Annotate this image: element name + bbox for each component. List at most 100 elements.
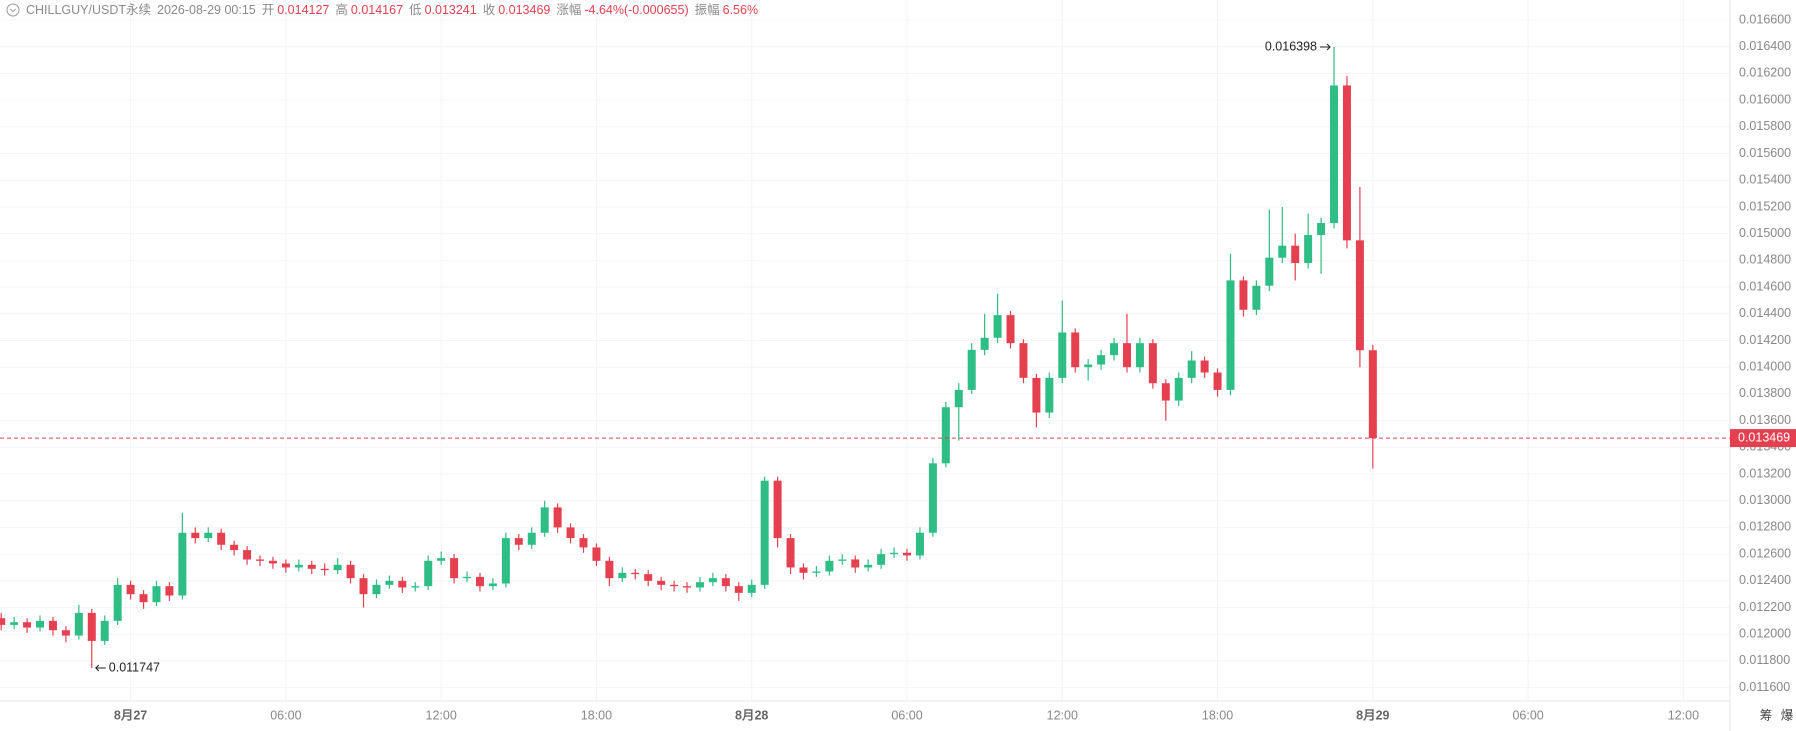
candle-body [178, 532, 187, 596]
labels: 0.011600 0.011800 0.012000 0.012200 0.012400… [95, 12, 1796, 722]
candle-body [838, 559, 847, 561]
x-tick-label: 18:00 [1202, 708, 1233, 722]
y-tick-label: 0.014600 [1739, 279, 1791, 293]
y-tick-label: 0.013200 [1739, 466, 1791, 480]
candle-body [23, 622, 32, 628]
info-value: -4.64%(-0.000655) [584, 3, 689, 17]
x-tick-label: 8月27 [114, 708, 147, 722]
y-tick-label: 0.012400 [1739, 573, 1791, 587]
candle-body [1097, 355, 1106, 365]
candle-body [1174, 377, 1183, 401]
info-label: 高 [335, 3, 348, 17]
info-field: 收 0.013469 [483, 1, 551, 19]
candle-body [993, 315, 1002, 338]
info-field: 高 0.014167 [335, 1, 403, 19]
info-label: 收 [482, 3, 496, 17]
candle-body [359, 578, 368, 595]
candle-body [890, 552, 899, 555]
candle-body [1019, 343, 1028, 378]
info-field: 低 0.013241 [409, 1, 477, 19]
candle-body [113, 584, 122, 621]
candle-body [139, 594, 148, 603]
candle-body [592, 547, 601, 561]
x-tick-label: 06:00 [1512, 708, 1543, 722]
candle-body [346, 564, 355, 579]
candle-body [1355, 240, 1364, 351]
candle-body [695, 582, 704, 588]
candle-body [61, 630, 70, 636]
candle-body [1278, 245, 1287, 258]
candle-body [256, 559, 264, 561]
candle-body [812, 571, 821, 573]
candle-body [437, 558, 446, 561]
candle-body [217, 532, 226, 545]
candle-body [1135, 343, 1144, 368]
candle-body [1110, 343, 1119, 356]
x-tick-label: 12:00 [426, 708, 457, 722]
max-marker: 0.016398 [1265, 39, 1317, 53]
candle-body [540, 507, 549, 533]
candle-body [1342, 85, 1351, 241]
candle-body [1226, 280, 1235, 390]
x-tick-label: 12:00 [1047, 708, 1078, 722]
candle-body [954, 389, 963, 408]
max-arrow [1320, 43, 1331, 51]
y-tick-label: 0.016000 [1739, 92, 1791, 106]
candle-body [618, 572, 627, 579]
last-price-badge [1730, 429, 1796, 448]
y-tick-label: 0.011800 [1739, 653, 1790, 667]
candle-body [877, 554, 886, 565]
candle-body [631, 572, 640, 575]
candle-body [605, 560, 614, 579]
y-tick-label: 0.012200 [1739, 600, 1791, 614]
collapse-icon[interactable] [6, 3, 20, 17]
candle-body [424, 560, 433, 587]
info-field: 振幅 6.56% [695, 1, 758, 19]
candle-body [734, 586, 743, 593]
candle-body [463, 576, 472, 579]
candle-body [579, 538, 588, 548]
candle-body [100, 620, 109, 641]
toolbar-button[interactable]: 筹 [1760, 707, 1773, 722]
y-tick-label: 0.015000 [1739, 226, 1791, 240]
candle-body [281, 563, 290, 568]
candle-body [10, 622, 19, 625]
candle-body [747, 584, 756, 593]
y-tick-label: 0.016400 [1739, 39, 1791, 53]
candle-body [1058, 332, 1067, 378]
info-label: 振幅 [694, 3, 720, 17]
candle-body [1239, 280, 1248, 310]
y-tick-label: 0.013800 [1739, 386, 1791, 400]
candle-body [0, 618, 6, 625]
candle-body [1330, 85, 1339, 223]
candle-body [268, 560, 277, 564]
candle-body [501, 538, 510, 584]
candle-body [657, 580, 666, 585]
y-tick-label: 0.014400 [1739, 306, 1791, 320]
candle-body [786, 538, 795, 568]
candle-body [475, 576, 484, 587]
candle-body [1213, 372, 1222, 390]
candle-body [398, 580, 407, 588]
candle-body [527, 532, 536, 545]
candle-body [1187, 360, 1196, 378]
candle-body [760, 480, 769, 585]
y-tick-label: 0.014200 [1739, 333, 1791, 347]
candle-body [1200, 360, 1209, 373]
candle-body [411, 586, 420, 588]
candle-body [1122, 343, 1131, 368]
info-value: 0.013241 [424, 3, 477, 17]
candle-body [48, 620, 57, 631]
candle-body [644, 574, 653, 581]
candle-body [1161, 383, 1170, 401]
candle-body [204, 532, 213, 539]
candle-body [915, 532, 924, 556]
candle-body [825, 560, 834, 572]
candle-body [385, 580, 394, 585]
candle-body [294, 564, 303, 568]
symbol: CHILLGUY/USDT永续 [26, 3, 152, 17]
candle-body [980, 337, 989, 350]
info-label: 涨幅 [556, 3, 582, 17]
y-tick-label: 0.015200 [1739, 199, 1791, 213]
toolbar-button[interactable]: 爆 [1781, 708, 1794, 722]
